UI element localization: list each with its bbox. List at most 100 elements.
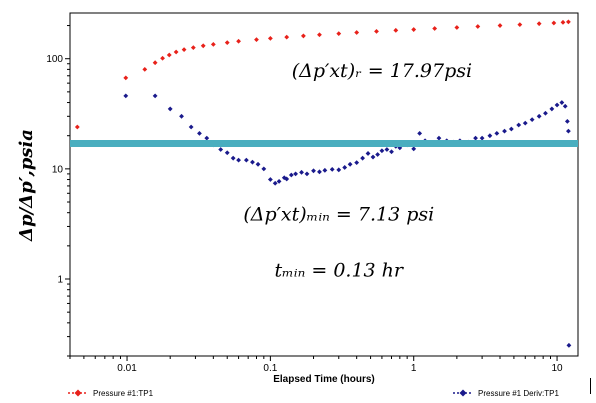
- derivative-point: [243, 157, 249, 163]
- series-pressure: [74, 19, 571, 130]
- x-tick-label: 1: [411, 363, 417, 374]
- x-tick-label: 0.1: [263, 363, 277, 374]
- pressure-point: [560, 19, 566, 25]
- derivative-point: [304, 171, 310, 177]
- legend-marker-pressure: [74, 389, 82, 397]
- pressure-point: [374, 28, 379, 34]
- y-axis-ticks: 1 10 100: [46, 25, 70, 357]
- derivative-point: [370, 154, 376, 160]
- derivative-point: [479, 135, 485, 141]
- derivative-point: [543, 110, 548, 116]
- pressure-point: [160, 55, 165, 61]
- derivative-point: [529, 117, 535, 123]
- derivative-point: [522, 120, 528, 126]
- pressure-point: [190, 45, 196, 51]
- derivative-point: [152, 93, 158, 99]
- derivative-point: [230, 155, 236, 161]
- derivative-point: [566, 128, 571, 134]
- derivative-point: [276, 178, 282, 184]
- pressure-point: [267, 35, 273, 41]
- derivative-point: [255, 161, 261, 167]
- x-tick-label: 10: [551, 363, 563, 374]
- pressure-point: [200, 43, 206, 49]
- pressure-point: [166, 52, 172, 58]
- pressure-point: [301, 33, 306, 39]
- pressure-point: [454, 25, 460, 30]
- x-tick-label: 0.01: [117, 363, 137, 374]
- pressure-point: [181, 47, 187, 52]
- derivative-point: [473, 135, 478, 141]
- y-tick-label: 1: [57, 275, 63, 286]
- y-axis-label: Δp/Δp′,psia: [16, 129, 37, 242]
- pressure-point: [432, 26, 438, 31]
- derivative-point: [293, 171, 299, 177]
- y-tick-label: 10: [52, 164, 64, 175]
- derivative-point: [329, 166, 335, 172]
- y-tick-label: 100: [46, 54, 63, 65]
- derivative-point: [167, 106, 173, 112]
- derivative-point: [250, 159, 255, 165]
- annotation-min-time: tₘᵢₙ = 0.13 hr: [275, 260, 405, 282]
- pressure-point: [142, 66, 148, 72]
- legend-label-pressure: Pressure #1:TP1: [93, 389, 154, 398]
- pressure-point: [173, 49, 179, 55]
- legend-marker-derivative: [459, 389, 467, 397]
- derivative-point: [365, 151, 371, 156]
- derivative-point: [197, 130, 202, 136]
- plot-area: [69, 12, 579, 357]
- annotation-radial-derivative: (Δp′xt)ᵣ = 17.97psi: [292, 60, 472, 82]
- pressure-point: [224, 40, 230, 46]
- annotations-layer: (Δp′xt)ᵣ = 17.97psi (Δp′xt)ₘᵢₙ = 7.13 ps…: [243, 60, 472, 282]
- derivative-point: [360, 155, 366, 161]
- pressure-point: [336, 31, 342, 37]
- derivative-point: [411, 146, 417, 152]
- pressure-point: [152, 60, 158, 66]
- pressure-point: [210, 41, 216, 47]
- derivative-point: [179, 113, 184, 119]
- derivative-point: [549, 106, 555, 112]
- derivative-point: [564, 118, 570, 124]
- x-axis-ticks: 0.01 0.1 1 10: [69, 356, 563, 374]
- pressure-point: [566, 19, 571, 25]
- text-cursor-bar: [590, 378, 591, 394]
- pressure-point: [317, 32, 322, 38]
- pressure-point: [354, 30, 360, 35]
- pressure-point: [551, 20, 557, 26]
- derivative-point: [562, 103, 568, 109]
- derivative-point: [494, 130, 500, 136]
- derivative-point: [389, 149, 394, 155]
- derivative-point: [299, 169, 304, 175]
- pressure-point: [411, 27, 417, 32]
- derivative-point: [375, 152, 381, 157]
- pressure-point: [284, 34, 290, 40]
- legend-item-pressure: Pressure #1:TP1: [68, 389, 154, 398]
- pressure-point: [475, 24, 481, 29]
- legend-label-derivative: Pressure #1 Deriv:TP1: [478, 389, 559, 398]
- pressure-point: [517, 22, 523, 28]
- derivative-point: [267, 177, 273, 182]
- legend-item-derivative: Pressure #1 Deriv:TP1: [453, 389, 559, 398]
- derivative-point: [566, 342, 572, 348]
- derivative-point: [204, 135, 210, 141]
- derivative-point: [236, 157, 241, 163]
- derivative-point: [284, 176, 290, 182]
- derivative-point: [224, 150, 230, 156]
- pressure-point: [123, 75, 129, 81]
- derivative-point: [272, 180, 278, 186]
- derivative-point: [502, 128, 507, 134]
- legend: Pressure #1:TP1 Pressure #1 Deriv:TP1: [68, 389, 559, 398]
- derivative-point: [261, 166, 267, 172]
- pressure-point: [74, 124, 80, 130]
- pressure-point: [393, 27, 399, 33]
- series-derivative: [123, 93, 572, 348]
- derivative-point: [379, 148, 385, 154]
- derivative-point: [218, 147, 224, 152]
- derivative-point: [123, 93, 129, 99]
- pressure-point: [497, 23, 503, 28]
- derivative-point: [516, 122, 522, 128]
- derivative-point: [317, 169, 322, 175]
- derivative-point: [436, 135, 442, 141]
- derivative-point: [354, 160, 360, 165]
- derivative-point: [536, 113, 542, 119]
- derivative-point: [311, 168, 316, 174]
